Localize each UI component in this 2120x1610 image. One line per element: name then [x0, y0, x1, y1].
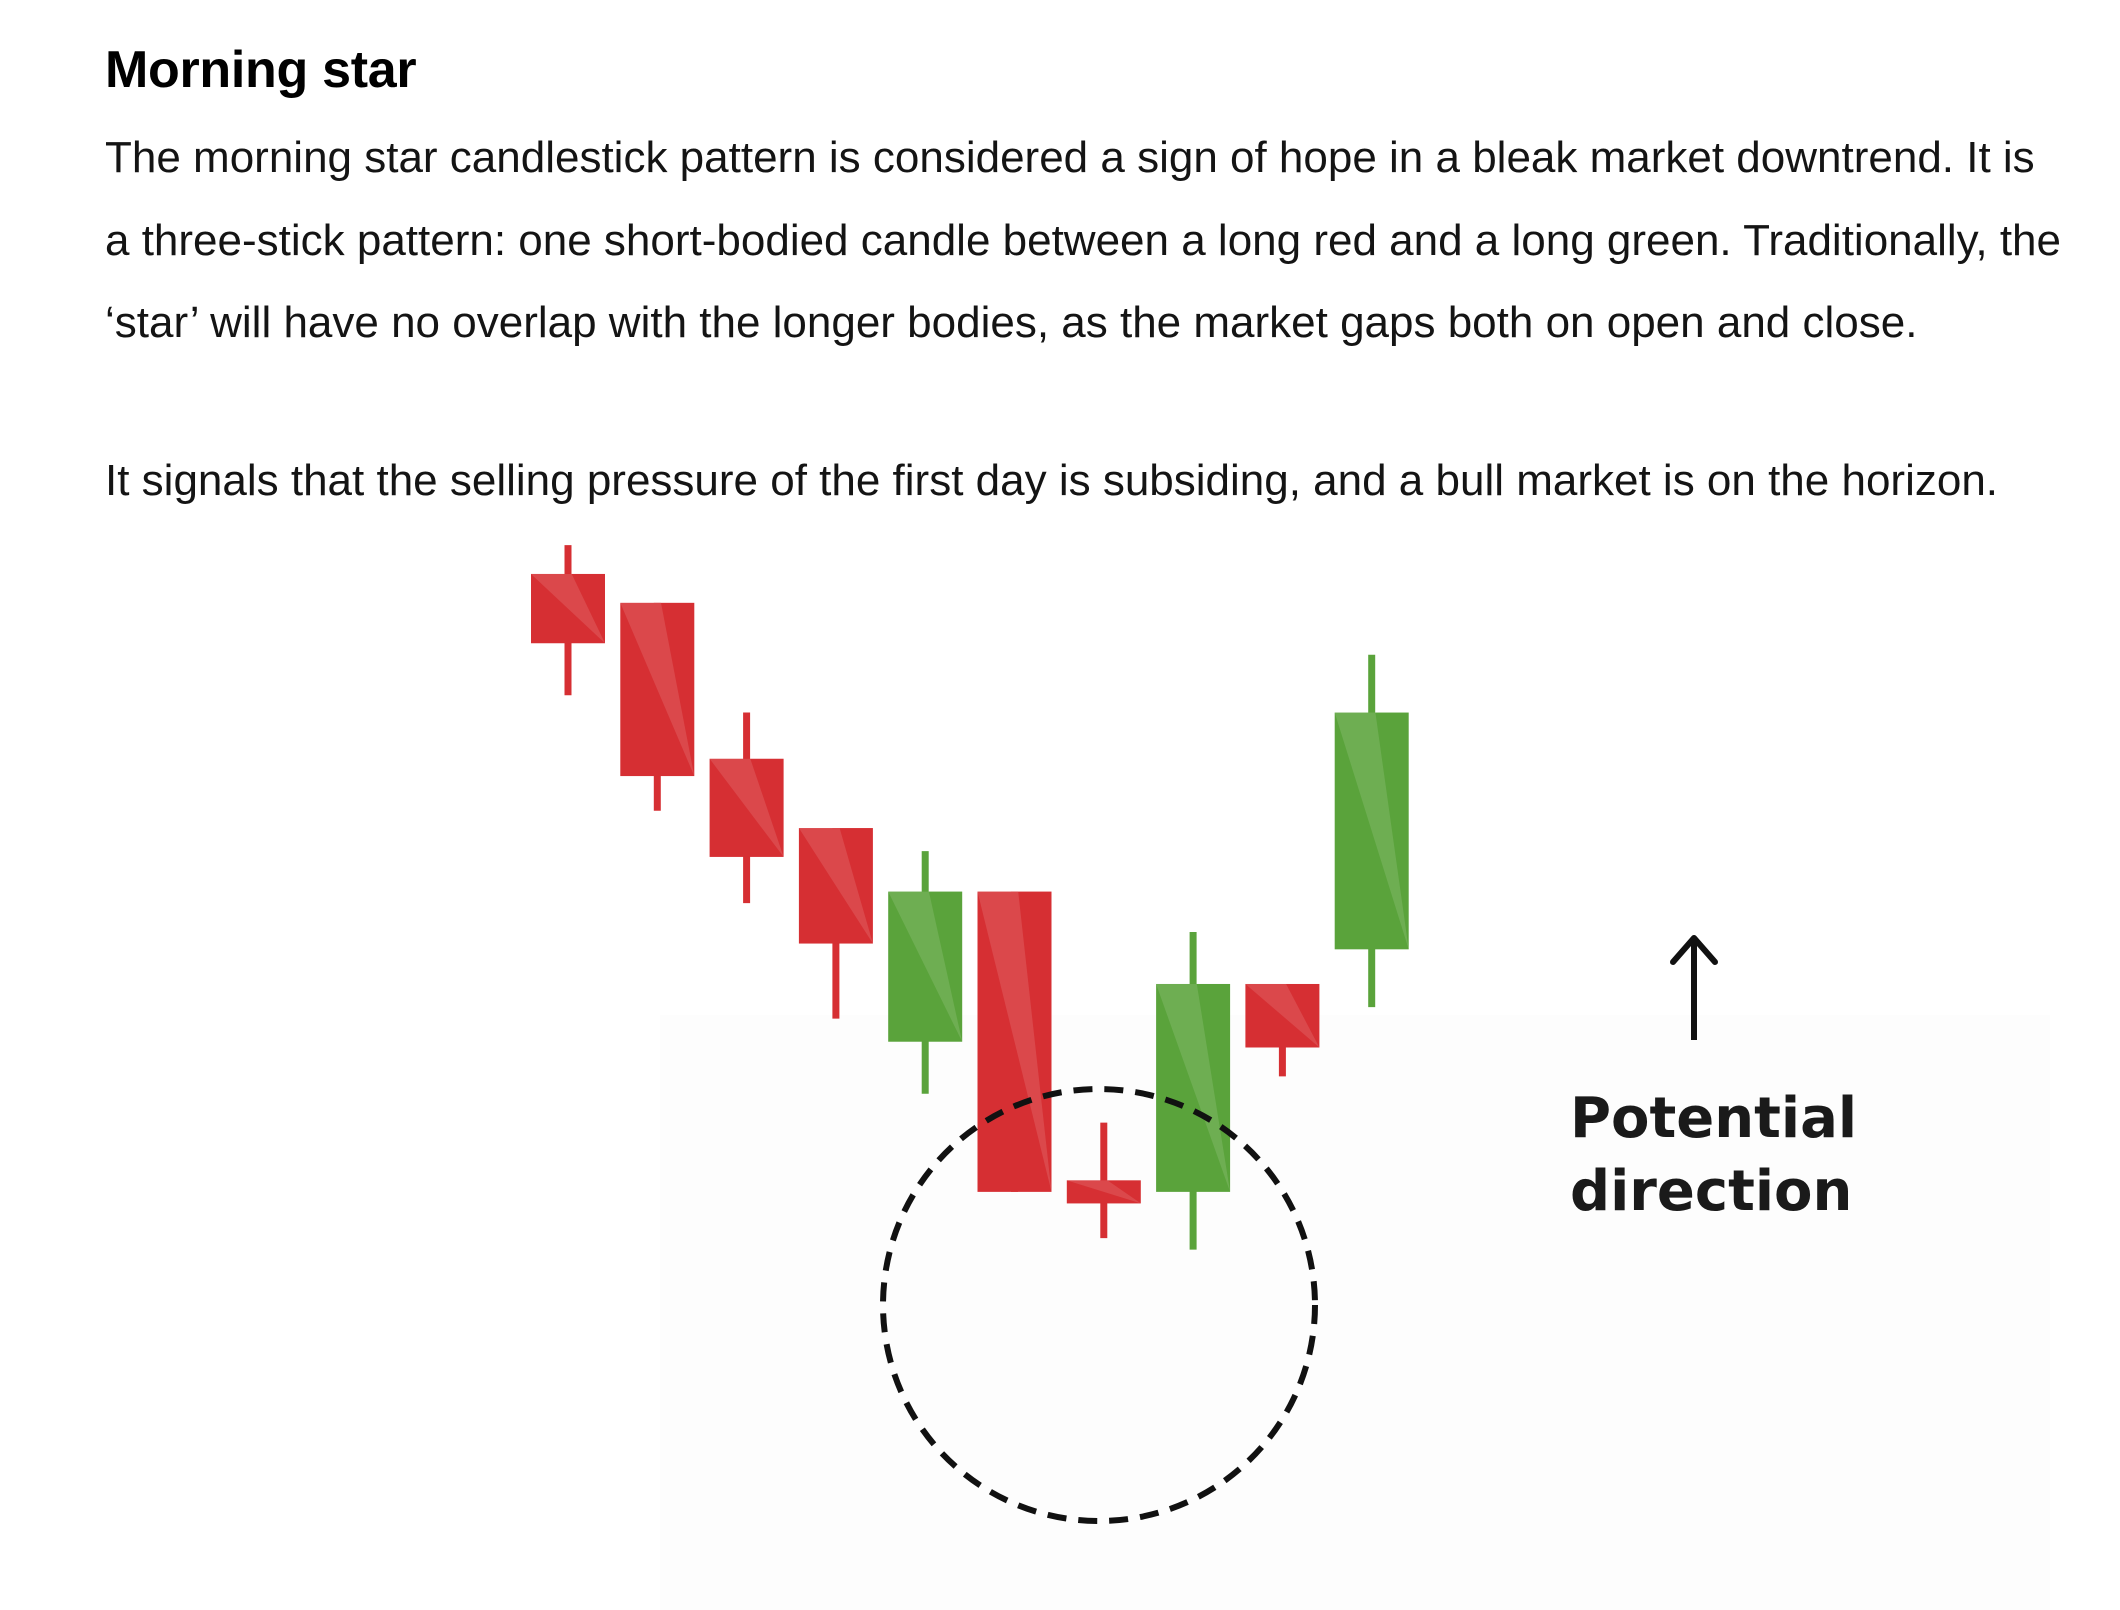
candle-body [1334, 712, 1409, 950]
candle-body [977, 891, 1052, 1192]
candle-shading [888, 891, 963, 1042]
direction-label-line-2: direction [1570, 1159, 1852, 1224]
candle-shading [798, 828, 873, 944]
direction-label-line-1: Potential [1570, 1086, 1857, 1151]
highlight-circle [880, 1086, 1318, 1524]
candle-10-bullish [1334, 654, 1409, 1008]
candle-shading [1245, 983, 1320, 1048]
candle-6-bearish [977, 891, 1052, 1192]
article: Morning star The morning star candlestic… [105, 30, 2065, 522]
candle-shading [531, 573, 605, 644]
candle-shading [1334, 712, 1409, 950]
candle-body [1156, 983, 1231, 1192]
candle-body [620, 602, 695, 777]
candle-1-bearish [531, 545, 605, 696]
candle-body [1245, 983, 1320, 1048]
candle-body [709, 758, 784, 857]
figure-background [660, 1015, 2050, 1610]
candle-7-bearish [1066, 1122, 1141, 1239]
candle-2-bearish [620, 602, 695, 811]
candle-3-bearish [709, 712, 784, 904]
candle-body [888, 891, 963, 1042]
up-arrow-icon [1670, 935, 1718, 1040]
candle-shading [620, 602, 695, 777]
candle-5-bullish [888, 851, 963, 1094]
candle-shading [1066, 1180, 1141, 1204]
paragraph-signal: It signals that the selling pressure of … [105, 455, 1999, 505]
candle-9-bearish [1245, 983, 1320, 1077]
paragraph-description: The morning star candlestick pattern is … [105, 133, 2062, 347]
candle-shading [709, 758, 784, 857]
candle-shading [1156, 983, 1231, 1192]
candles-group [531, 545, 1409, 1250]
section-heading: Morning star [105, 41, 417, 99]
candle-body [531, 573, 605, 644]
candle-8-bullish [1156, 932, 1231, 1250]
candle-body [798, 828, 873, 944]
candle-body [1066, 1180, 1141, 1204]
candle-shading [977, 891, 1052, 1192]
candle-4-bearish [798, 828, 873, 1019]
